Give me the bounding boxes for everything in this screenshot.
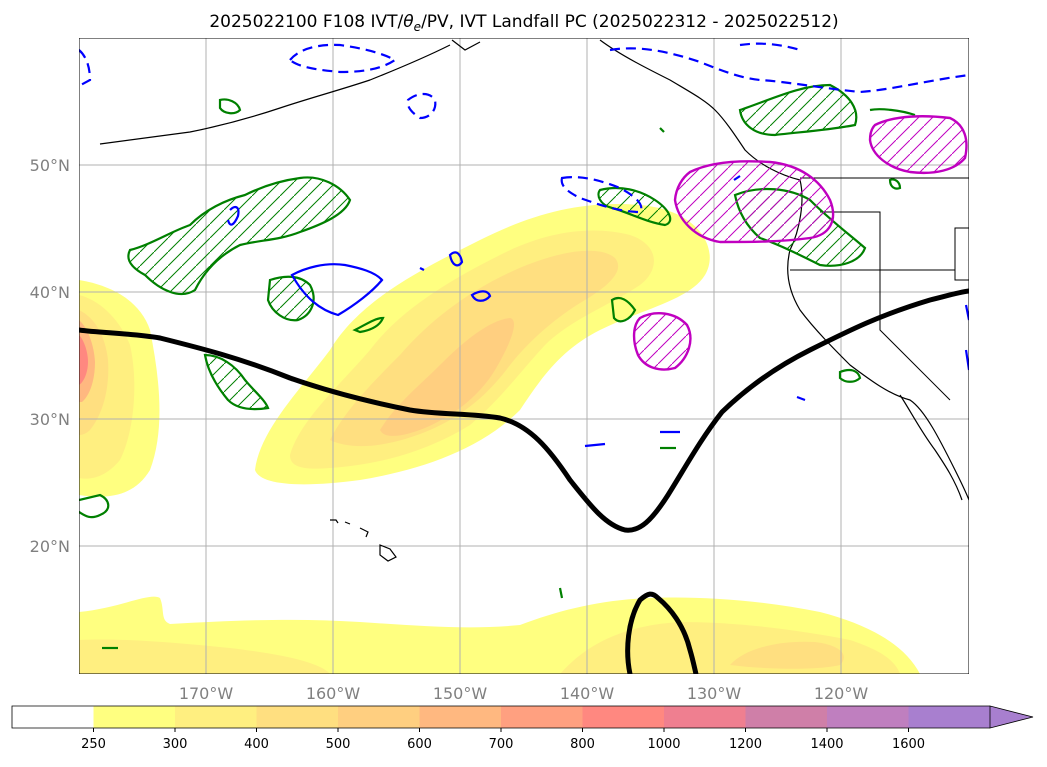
colorbar-extend-arrow [989,705,1034,729]
colorbar-segment [582,706,665,728]
colorbar-tick-label: 400 [244,737,269,752]
colorbar-tick-label: 1000 [647,737,680,752]
colorbar-segment [501,706,583,728]
colorbar-segment [12,706,94,728]
lon-label: 150°W [433,684,488,703]
colorbar-segment [256,706,339,728]
graticule [79,38,969,674]
lon-label: 170°W [179,684,234,703]
latitude-labels: 50°N 40°N 30°N 20°N [30,156,70,556]
figure-title: 2025022100 F108 IVT/θe/PV, IVT Landfall … [209,12,838,34]
lon-label: 160°W [306,684,361,703]
colorbar-tick-label: 250 [81,737,106,752]
pv-contours-green [79,83,916,650]
map-area [79,38,969,674]
colorbar-tick-label: 700 [489,737,514,752]
lat-label: 20°N [30,537,70,556]
colorbar-segment [745,706,828,728]
colorbar-tick-label: 1400 [810,737,843,752]
colorbar-tick-label: 1600 [892,737,925,752]
colorbar-segment [908,706,991,728]
colorbar-segment [175,706,257,728]
lon-label: 140°W [560,684,615,703]
coastlines [99,39,969,562]
colorbar-tick-label: 600 [407,737,432,752]
lon-label: 120°W [814,684,869,703]
contours-blue [79,42,969,448]
colorbar-tick-label: 500 [326,737,351,752]
colorbar-segment [827,706,909,728]
colorbar-segment [93,706,176,728]
ivt-fill [79,204,920,674]
colorbar-segment [664,706,746,728]
lat-label: 30°N [30,410,70,429]
lat-label: 50°N [30,156,70,175]
lat-label: 40°N [30,283,70,302]
colorbar: 250 300 400 500 600 700 800 1000 1200 1400 1600 [11,705,1034,752]
colorbar-segment [338,706,420,728]
colorbar-segment [419,706,502,728]
landfall-pc-contours [632,115,968,371]
colorbar-tick-label: 300 [163,737,188,752]
lon-label: 130°W [687,684,742,703]
longitude-labels: 170°W 160°W 150°W 140°W 130°W 120°W [179,684,869,703]
colorbar-tick-label: 1200 [729,737,762,752]
theta-e-contour [79,288,969,674]
colorbar-tick-label: 800 [570,737,595,752]
